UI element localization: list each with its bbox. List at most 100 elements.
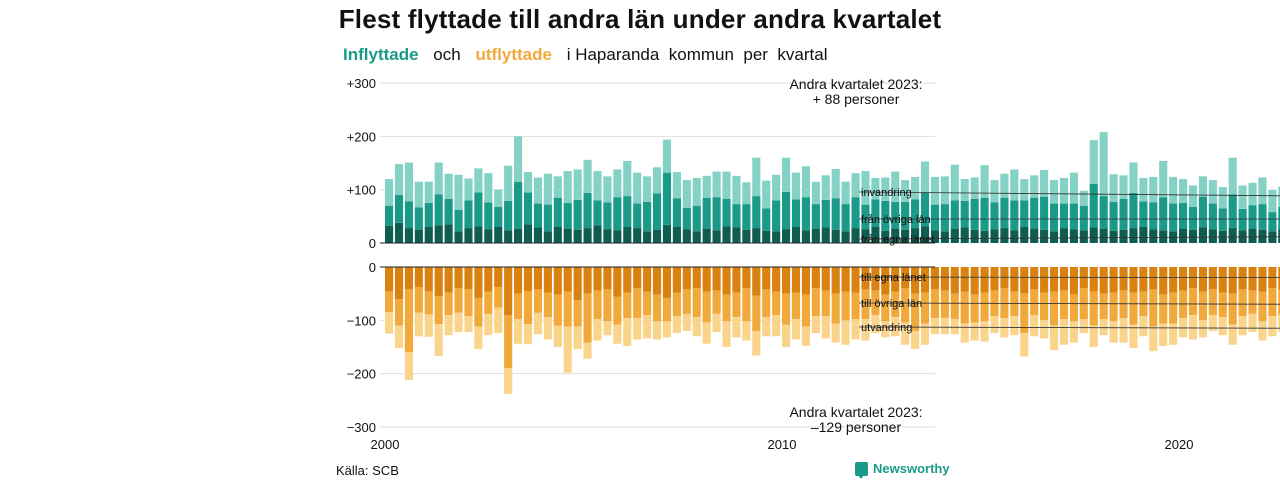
annotation-top: Andra kvartalet 2023:: [789, 76, 922, 92]
bar-in-1: [1238, 208, 1247, 231]
bar-out-0: [990, 267, 999, 291]
bar-in-0: [385, 225, 394, 243]
bar-in-1: [464, 200, 473, 229]
bar-out-0: [871, 267, 880, 291]
bar-out-2: [1149, 326, 1158, 352]
bar-out-1: [623, 292, 632, 319]
bar-out-2: [970, 322, 979, 341]
bar-in-1: [454, 209, 463, 232]
bar-in-0: [1159, 230, 1168, 243]
bar-out-2: [514, 319, 523, 344]
bar-out-2: [831, 323, 840, 343]
bar-in-1: [573, 199, 582, 230]
bar-in-0: [1049, 231, 1059, 243]
bar-in-0: [662, 224, 672, 243]
bar-out-1: [742, 288, 751, 322]
bar-out-1: [1248, 290, 1257, 314]
bar-in-1: [1139, 201, 1148, 228]
bar-in-2: [494, 189, 503, 207]
bar-in-1: [1188, 206, 1198, 230]
bar-in-0: [901, 229, 910, 244]
bar-in-0: [1248, 228, 1257, 243]
bar-out-1: [1059, 290, 1069, 320]
bar-out-1: [702, 291, 711, 323]
bar-in-1: [841, 204, 850, 232]
bar-in-2: [831, 168, 840, 199]
bar-out-2: [424, 314, 433, 337]
bar-out-0: [821, 267, 830, 291]
bar-out-0: [394, 267, 404, 299]
bar-in-1: [702, 197, 711, 229]
bar-in-2: [1099, 132, 1108, 197]
bar-in-1: [1258, 204, 1267, 230]
bar-out-2: [523, 324, 533, 345]
bar-in-0: [613, 230, 622, 243]
bar-in-1: [1149, 202, 1158, 230]
bar-out-2: [1228, 324, 1237, 345]
bar-out-1: [1119, 290, 1128, 319]
bar-out-2: [1238, 316, 1247, 336]
bar-in-0: [394, 222, 404, 243]
bar-out-1: [1238, 289, 1247, 317]
bar-out-0: [1109, 267, 1118, 293]
bar-out-0: [702, 267, 711, 292]
bar-in-0: [1129, 228, 1138, 243]
x-tick-label: 2020: [1165, 437, 1194, 452]
bar-out-2: [464, 316, 473, 333]
bar-in-0: [543, 231, 552, 243]
bar-in-0: [891, 228, 900, 243]
bar-out-2: [1089, 325, 1098, 347]
bar-out-1: [1069, 294, 1078, 322]
bar-in-0: [593, 225, 602, 243]
bar-out-0: [1129, 267, 1138, 293]
bar-in-1: [762, 208, 771, 231]
bar-in-1: [970, 198, 979, 230]
x-tick-label: 2000: [371, 437, 400, 452]
bar-out-1: [682, 289, 691, 314]
bar-out-2: [1099, 319, 1108, 336]
bar-in-2: [643, 176, 652, 202]
bar-out-1: [920, 292, 930, 324]
bar-in-1: [712, 197, 721, 231]
bar-out-1: [444, 292, 453, 315]
bar-out-1: [801, 294, 810, 327]
bar-in-0: [772, 231, 781, 243]
bar-in-2: [563, 171, 572, 204]
bar-in-2: [623, 160, 632, 197]
bar-out-0: [603, 267, 612, 290]
bar-out-0: [1258, 267, 1267, 292]
bar-in-0: [712, 230, 721, 243]
bar-in-0: [1188, 229, 1198, 244]
subtitle-rest: i Haparanda kommun per kvartal: [566, 45, 828, 64]
bar-in-0: [1069, 229, 1078, 243]
bar-out-0: [811, 267, 820, 289]
bar-out-0: [782, 267, 791, 294]
bar-in-2: [464, 178, 473, 201]
bar-in-2: [772, 174, 781, 201]
bar-in-0: [1258, 229, 1267, 244]
bar-in-2: [1169, 176, 1178, 204]
bar-out-2: [603, 321, 612, 336]
bar-out-0: [404, 267, 413, 290]
bar-out-0: [960, 267, 969, 292]
bar-out-2: [633, 318, 642, 340]
bar-in-0: [474, 226, 483, 243]
bar-out-2: [920, 323, 930, 345]
bar-in-2: [732, 175, 741, 205]
bar-out-2: [1218, 317, 1227, 336]
bar-out-1: [474, 297, 483, 327]
bar-in-0: [950, 228, 959, 243]
bar-in-0: [911, 228, 920, 243]
bar-in-1: [682, 207, 691, 230]
bar-out-1: [424, 290, 433, 315]
bar-out-2: [1109, 321, 1118, 343]
bar-in-1: [851, 197, 860, 229]
bar-in-1: [504, 200, 513, 231]
series-label-leader: [858, 236, 1280, 240]
bar-out-2: [484, 313, 493, 336]
bar-out-0: [1149, 267, 1158, 290]
bar-out-2: [454, 312, 463, 333]
bar-in-1: [514, 181, 523, 229]
source-note: Källa: SCB: [336, 463, 399, 478]
series-label: från övriga län: [861, 214, 931, 226]
